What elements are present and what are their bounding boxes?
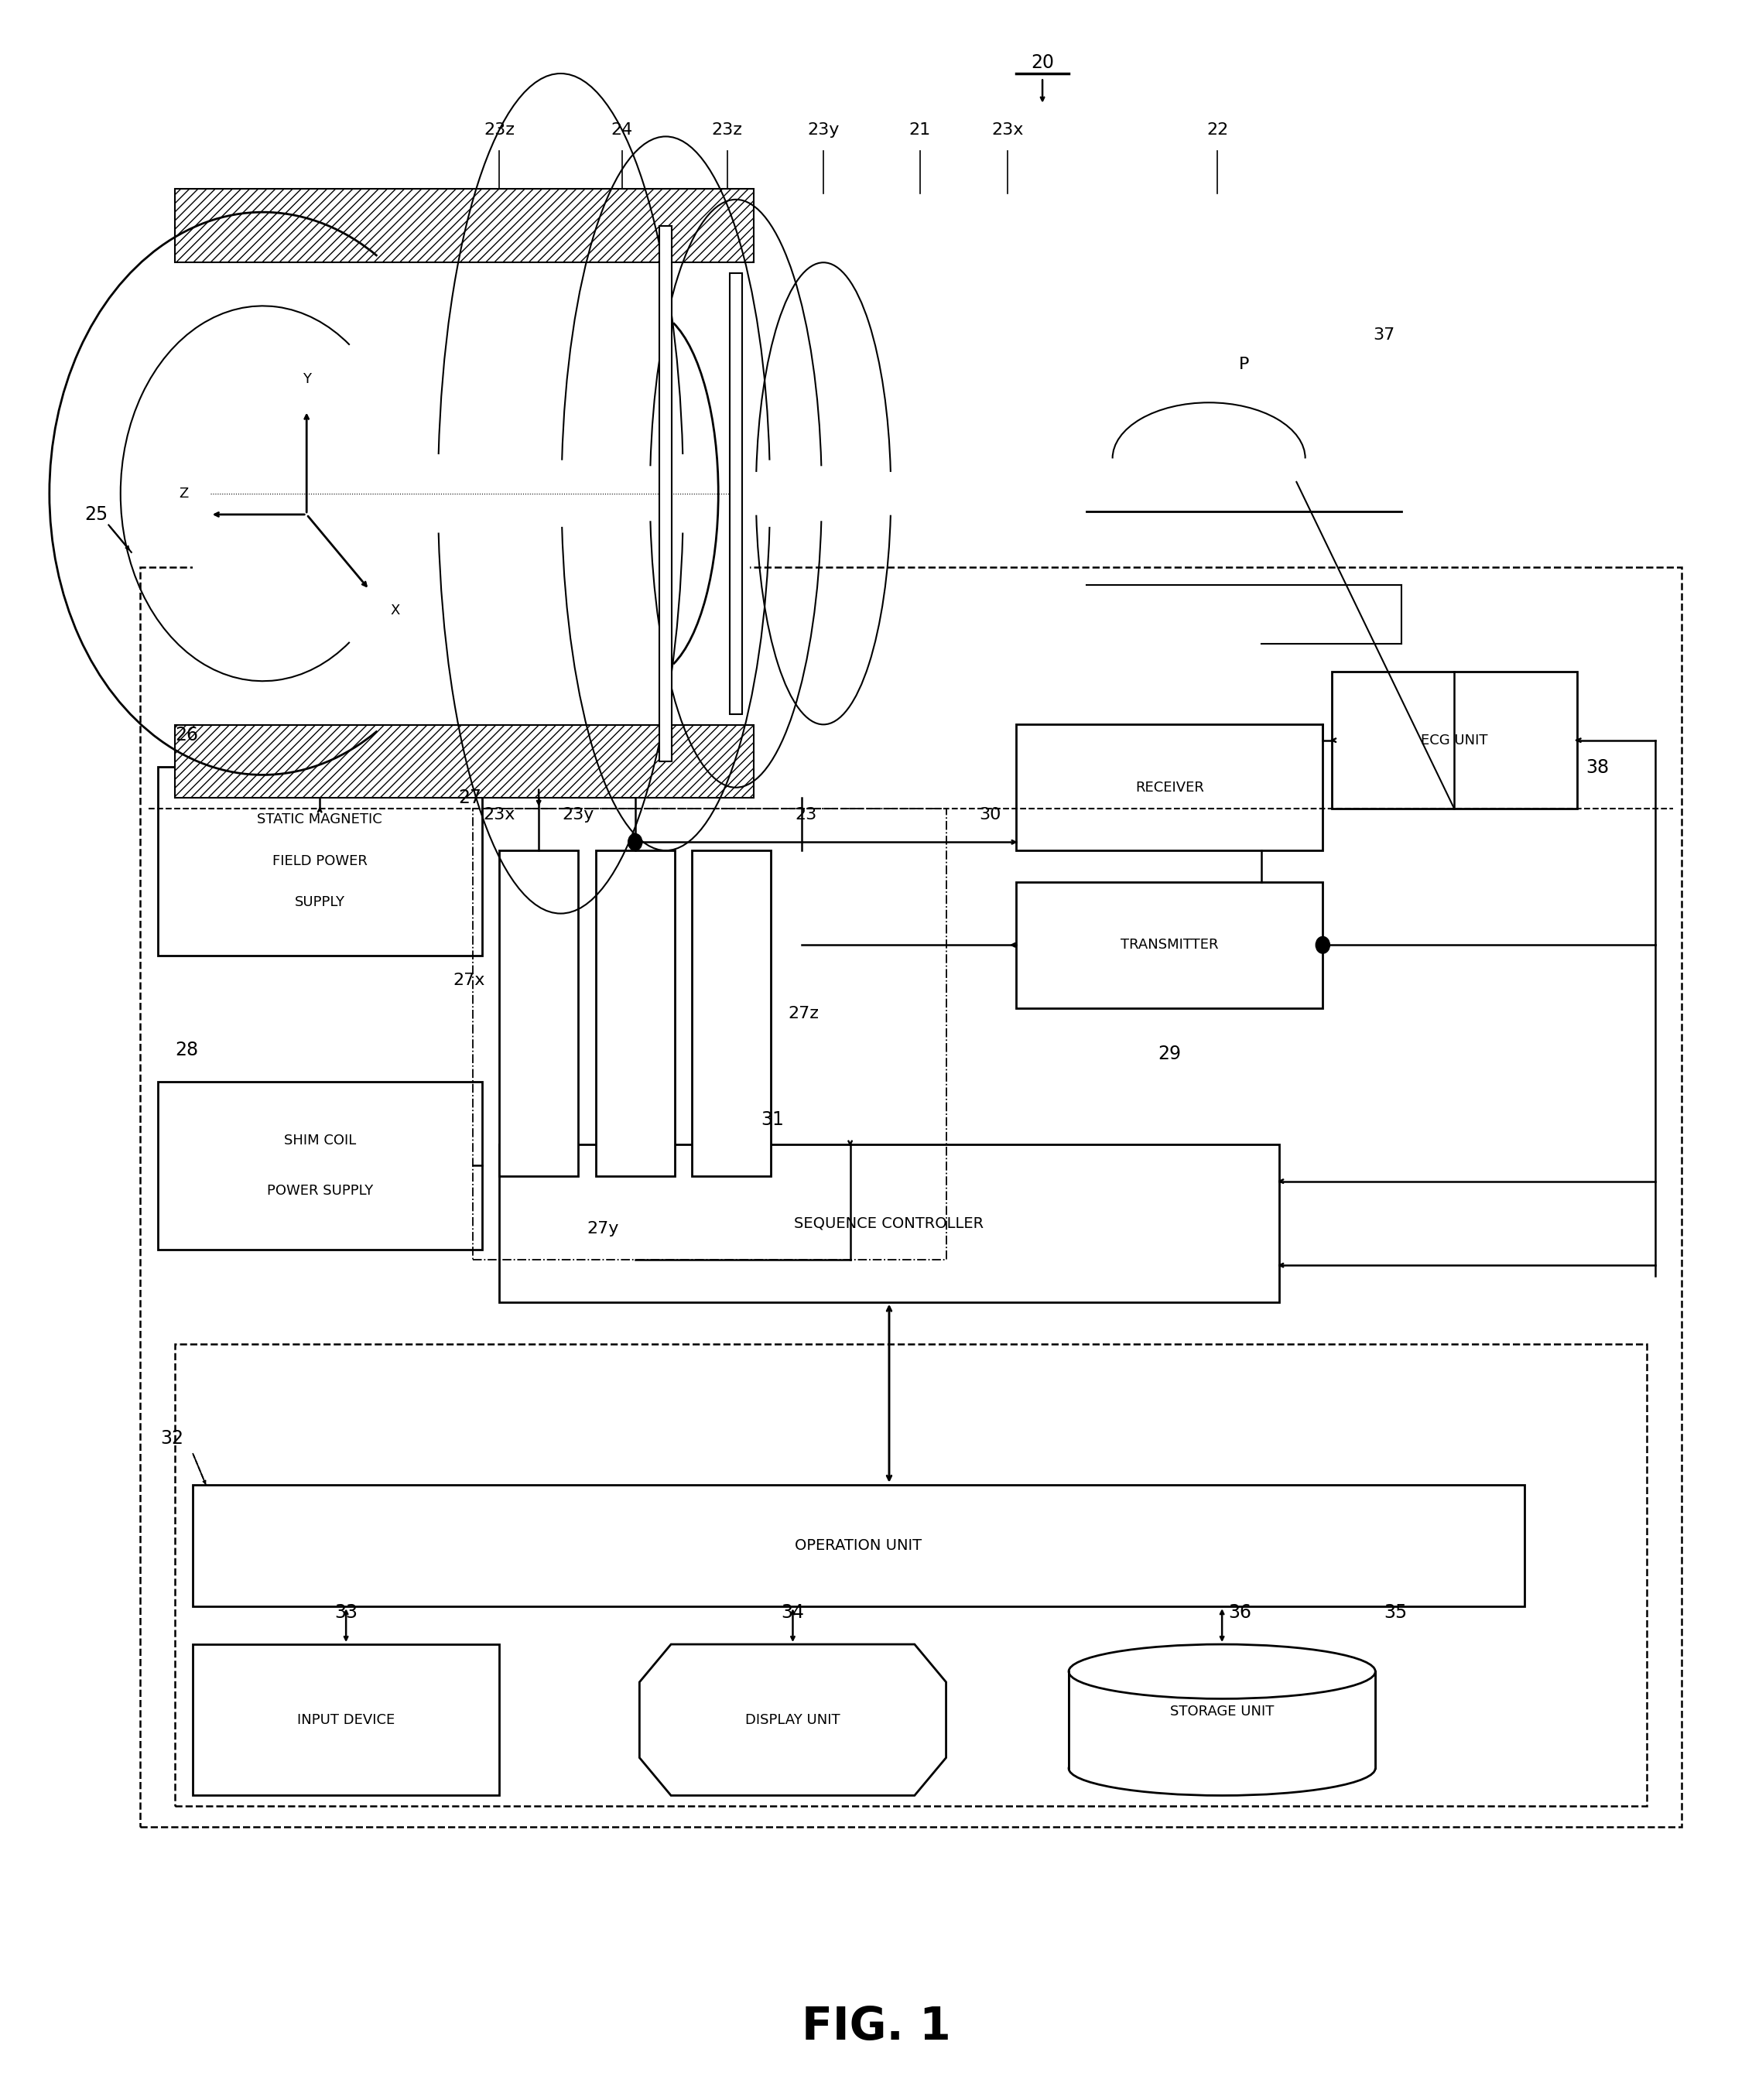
Text: 36: 36 [1228,1604,1251,1621]
Text: INPUT DEVICE: INPUT DEVICE [298,1714,394,1726]
Text: SEQUENCE CONTROLLER: SEQUENCE CONTROLLER [794,1216,985,1231]
Text: FIG. 1: FIG. 1 [801,2003,951,2050]
Text: 38: 38 [1586,758,1608,777]
Text: 27x: 27x [454,972,485,989]
Text: 32: 32 [159,1430,184,1447]
Bar [175,724,753,798]
Bar [158,766,482,956]
Text: POWER SUPPLY: POWER SUPPLY [266,1184,373,1197]
Circle shape [1316,937,1330,953]
Bar [175,189,753,262]
Bar [731,273,743,714]
Ellipse shape [1069,1741,1375,1796]
Text: 23z: 23z [484,122,515,139]
Text: 28: 28 [175,1042,198,1058]
Text: 21: 21 [909,122,930,139]
Text: 22: 22 [1207,122,1228,139]
Bar [193,1485,1524,1606]
Text: TRANSMITTER: TRANSMITTER [1121,939,1218,951]
Bar [499,851,578,1176]
Text: 23y: 23y [808,122,839,139]
Text: Y: Y [303,372,310,386]
Text: 33: 33 [335,1604,357,1621]
Bar [158,1082,482,1250]
Polygon shape [639,1644,946,1796]
Text: STATIC MAGNETIC: STATIC MAGNETIC [258,813,382,827]
Bar [1332,672,1577,809]
Text: P: P [1239,357,1249,372]
Text: 30: 30 [979,806,1000,823]
Text: X: X [391,603,399,617]
Text: 37: 37 [1374,328,1395,342]
Text: Z: Z [179,487,189,500]
Text: 23z: 23z [711,122,743,139]
Circle shape [627,834,641,851]
Bar [193,1644,499,1796]
Text: 23: 23 [795,806,816,823]
Bar [596,851,675,1176]
Text: 27z: 27z [788,1006,820,1021]
Text: DISPLAY UNIT: DISPLAY UNIT [745,1714,841,1726]
Text: RECEIVER: RECEIVER [1135,781,1204,794]
Text: 23x: 23x [484,806,515,823]
Text: 25: 25 [84,506,109,523]
Bar [659,227,671,762]
Ellipse shape [1069,1644,1375,1699]
Text: 34: 34 [781,1604,804,1621]
Bar [499,1145,1279,1302]
Text: 26: 26 [175,727,198,743]
Text: STORAGE UNIT: STORAGE UNIT [1170,1705,1274,1718]
Text: 35: 35 [1384,1604,1407,1621]
Text: 23x: 23x [992,122,1023,139]
Bar [473,809,946,1260]
Text: 27: 27 [459,790,482,806]
Text: OPERATION UNIT: OPERATION UNIT [795,1537,922,1554]
Text: 23y: 23y [562,806,594,823]
Text: SUPPLY: SUPPLY [294,895,345,909]
Text: 31: 31 [760,1111,783,1128]
Text: 27y: 27y [587,1220,618,1237]
Text: 24: 24 [611,122,632,139]
Bar [175,1344,1647,1806]
Bar [193,262,750,724]
Text: 29: 29 [1158,1046,1181,1063]
Bar [1069,1672,1375,1768]
Text: SHIM COIL: SHIM COIL [284,1134,356,1147]
Bar [692,851,771,1176]
Text: ECG UNIT: ECG UNIT [1421,733,1487,748]
Text: 20: 20 [1030,55,1055,71]
Bar [1016,882,1323,1008]
Bar [1016,724,1323,851]
Bar [140,567,1682,1827]
Text: FIELD POWER: FIELD POWER [272,855,368,867]
